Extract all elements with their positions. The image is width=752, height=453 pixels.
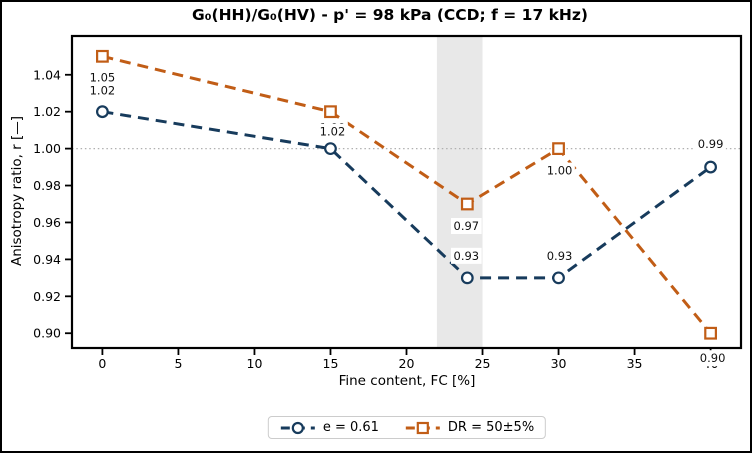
x-tick-label: 10	[247, 356, 263, 371]
legend-label: DR = 50±5%	[447, 420, 535, 435]
data-point-marker-circle	[704, 160, 717, 174]
legend-item-0: e = 0.61	[280, 420, 379, 435]
legend-square-marker-icon	[405, 421, 440, 434]
data-point-marker-square	[704, 326, 717, 340]
y-tick-label: 0.90	[33, 326, 61, 341]
x-axis-label: Fine content, FC [%]	[338, 373, 476, 389]
y-tick-label: 0.98	[33, 178, 61, 193]
x-tick-label: 35	[627, 356, 643, 371]
highlight-band	[436, 36, 483, 348]
x-tick-label: 0	[98, 356, 106, 371]
data-point-label-box	[87, 82, 118, 99]
data-point-label: 0.90	[700, 351, 726, 365]
data-point-label: 1.05	[90, 70, 116, 84]
plot-border	[70, 34, 743, 350]
chart-title: G₀(HH)/G₀(HV) - p' = 98 kPa (CCD; f = 17…	[191, 6, 589, 24]
x-tick-label: 25	[475, 356, 491, 371]
data-point-marker-square	[460, 197, 474, 211]
data-point-label-box	[87, 69, 118, 86]
data-point-label-box	[451, 247, 482, 264]
legend-label: e = 0.61	[322, 420, 379, 435]
x-tick-label: 20	[399, 356, 415, 371]
series-1-line	[102, 54, 712, 335]
y-tick-label: 0.92	[33, 289, 61, 304]
y-tick-label: 0.94	[33, 252, 61, 267]
y-tick-label: 1.02	[33, 104, 61, 119]
data-point-label: 0.99	[698, 137, 724, 151]
data-point-marker-square	[552, 142, 565, 156]
data-point-marker-square	[96, 49, 109, 63]
data-point-marker-circle	[324, 142, 337, 156]
legend-item-1: DR = 50±5%	[405, 420, 534, 435]
data-point-label: 1.02	[320, 125, 346, 139]
data-point-label: 0.93	[454, 249, 480, 263]
data-point-marker-circle	[96, 105, 109, 119]
data-point-label-box	[317, 123, 348, 140]
data-point-label-box	[695, 136, 726, 153]
data-point-label: 0.97	[454, 219, 480, 233]
data-point-marker-circle	[460, 271, 474, 285]
x-tick-label: 5	[174, 356, 182, 371]
data-point-marker-circle	[552, 271, 565, 285]
x-tick-label: 15	[323, 356, 339, 371]
legend-circle-marker-icon	[280, 421, 315, 434]
y-tick-label: 1.00	[33, 141, 61, 156]
data-point-label-box	[544, 247, 575, 264]
data-point-label-box	[697, 350, 728, 367]
legend: e = 0.61 DR = 50±5%	[267, 416, 547, 439]
data-point-label-box	[544, 162, 575, 179]
data-point-marker-square	[324, 105, 337, 119]
data-point-label: 1.00	[547, 164, 573, 178]
x-tick-label: 30	[551, 356, 567, 371]
data-point-label: 0.93	[547, 249, 573, 263]
y-axis-label: Anisotropy ratio, r [—]	[9, 115, 25, 267]
y-tick-label: 1.04	[33, 67, 61, 82]
y-tick-label: 0.96	[33, 215, 61, 230]
data-point-label-box	[451, 218, 482, 234]
series-0-line	[102, 110, 712, 280]
data-point-label: 1.02	[90, 84, 116, 98]
